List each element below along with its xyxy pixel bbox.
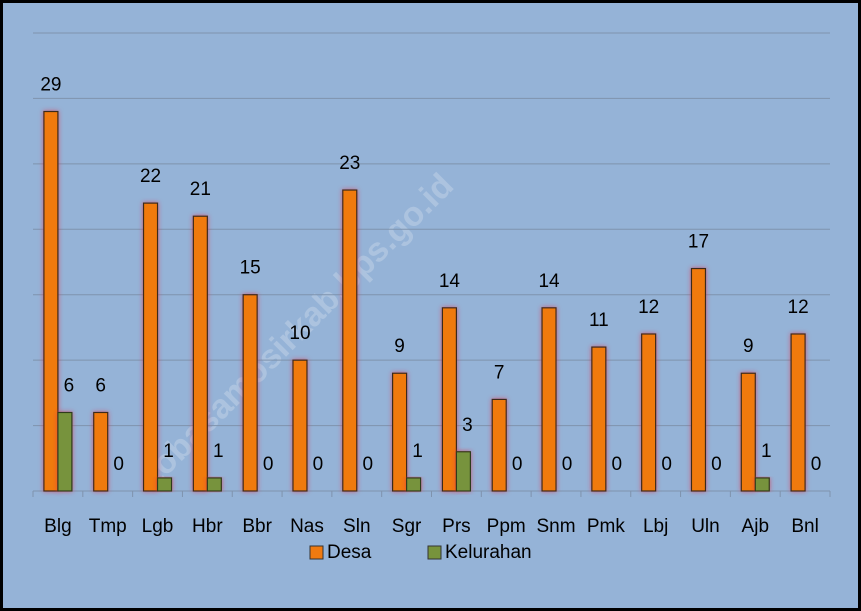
data-label: 0	[711, 454, 722, 475]
data-label: 14	[439, 271, 461, 292]
bar	[405, 477, 422, 492]
data-label: 14	[538, 271, 560, 292]
x-tick-label: Ppm	[487, 516, 526, 537]
x-tick-label: Sln	[343, 516, 370, 537]
bar	[192, 215, 208, 492]
x-tick-label: Bbr	[242, 516, 272, 537]
data-label: 9	[743, 336, 754, 357]
bar	[342, 189, 358, 492]
bar	[43, 110, 59, 492]
data-label: 0	[512, 454, 523, 475]
bar	[142, 202, 159, 492]
data-label: 0	[113, 454, 124, 475]
x-tick-label: Ajb	[742, 516, 769, 537]
bar	[491, 398, 507, 492]
bar	[57, 411, 73, 492]
data-label: 10	[289, 323, 310, 344]
x-tick-label: Lgb	[142, 516, 174, 537]
data-label: 11	[589, 310, 609, 331]
x-tick-label: Tmp	[89, 516, 127, 537]
x-tick-label: Nas	[290, 516, 324, 537]
data-label: 0	[811, 454, 822, 475]
data-label: 1	[163, 441, 174, 462]
data-label: 22	[140, 166, 161, 187]
data-label: 1	[761, 441, 772, 462]
data-label: 0	[313, 454, 324, 475]
data-label: 1	[412, 441, 423, 462]
x-tick-label: Blg	[44, 516, 71, 537]
data-label: 1	[213, 441, 224, 462]
x-tick-label: Sgr	[392, 516, 422, 537]
bar	[455, 451, 472, 492]
bar	[242, 294, 258, 492]
data-label: 9	[394, 336, 405, 357]
bar	[206, 477, 222, 492]
bar	[754, 477, 770, 492]
x-tick-label: Snm	[536, 516, 575, 537]
data-label: 21	[190, 179, 211, 200]
x-tick-label: Lbj	[643, 516, 668, 537]
data-label: 7	[494, 362, 505, 383]
legend-swatch	[427, 545, 442, 560]
legend-label: Desa	[327, 542, 372, 563]
data-label: 0	[263, 454, 274, 475]
data-label: 12	[638, 297, 659, 318]
data-label: 15	[240, 258, 261, 279]
x-tick-label: Prs	[442, 516, 471, 537]
data-label: 12	[788, 297, 809, 318]
data-label: 3	[462, 415, 473, 436]
data-label: 29	[40, 75, 61, 96]
bar	[156, 477, 173, 492]
x-tick-label: Uln	[691, 516, 720, 537]
bar	[740, 372, 756, 492]
bar	[441, 307, 458, 492]
bar	[93, 411, 109, 492]
bar	[541, 307, 557, 492]
data-label: 0	[612, 454, 623, 475]
data-label: 17	[688, 232, 709, 253]
bar	[690, 267, 707, 492]
data-label: 23	[339, 153, 360, 174]
bar	[790, 333, 806, 492]
bar	[641, 333, 657, 492]
data-label: 6	[64, 376, 75, 397]
bar	[391, 372, 408, 492]
bar	[591, 346, 607, 492]
data-label: 0	[362, 454, 373, 475]
bar	[292, 359, 308, 492]
data-label: 0	[562, 454, 573, 475]
legend-label: Kelurahan	[445, 542, 532, 563]
x-tick-label: Bnl	[791, 516, 818, 537]
legend-swatch	[309, 545, 324, 560]
data-label: 0	[661, 454, 672, 475]
data-label: 6	[95, 376, 106, 397]
x-tick-label: Hbr	[192, 516, 223, 537]
x-tick-label: Pmk	[587, 516, 626, 537]
